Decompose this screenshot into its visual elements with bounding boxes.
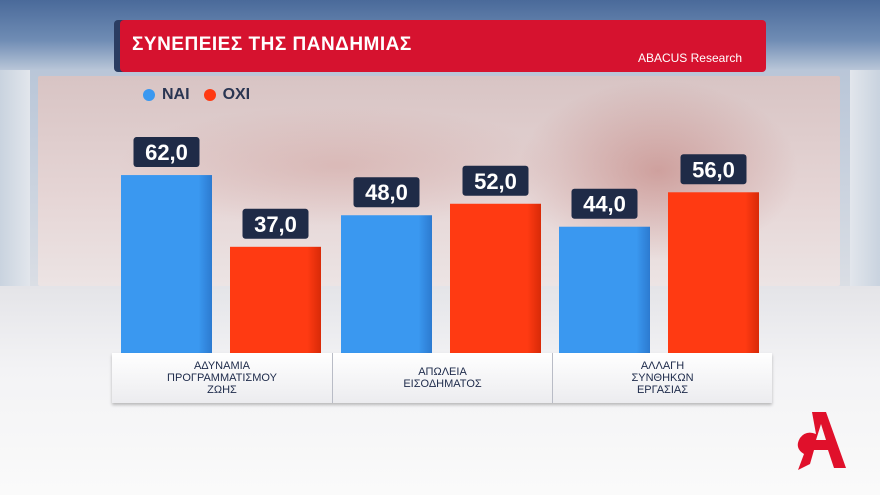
bar-no-2 (450, 203, 541, 353)
value-label-no-2: 52,0 (474, 169, 517, 194)
value-label-box-yes-1 (133, 137, 200, 168)
legend-yes-dot (143, 89, 155, 101)
legend-no-dot (203, 89, 216, 101)
value-label-box-no-2 (462, 165, 529, 196)
legend-no-label: ΟΧΙ (222, 86, 251, 103)
bar-no-1 (230, 246, 321, 353)
source-label: ABACUS Research (637, 51, 742, 65)
value-label-box-no-1 (242, 208, 309, 239)
bar-yes-3 (559, 226, 650, 353)
legend-yes-label: ΝΑΙ (162, 86, 190, 103)
value-label-yes-3: 44,0 (583, 192, 626, 217)
bar-yes-2 (341, 215, 432, 353)
value-label-box-no-3 (680, 154, 747, 185)
legend-item-no: ΟΧΙ (203, 86, 251, 104)
value-label-no-3: 56,0 (692, 157, 735, 182)
chart-title: ΣΥΝΕΠΕΙΕΣ ΤΗΣ ΠΑΝΔΗΜΙΑΣ (132, 34, 412, 55)
bar-yes-1 (121, 175, 212, 353)
category-label-1: ΑΔΥΝΑΜΙΑ ΠΡΟΓΡΑΜΜΑΤΙΣΜΟΥ ΖΩΗΣ (167, 360, 277, 396)
legend: ΝΑΙ ΟΧΙ (143, 86, 250, 104)
category-label-box: ΑΔΥΝΑΜΙΑ ΠΡΟΓΡΑΜΜΑΤΙΣΜΟΥ ΖΩΗΣ ΑΠΩΛΕΙΑ ΕΙ… (112, 353, 772, 403)
category-label-3: ΑΛΛΑΓΗ ΣΥΝΘΗΚΩΝ ΕΡΓΑΣΙΑΣ (552, 353, 772, 403)
legend-item-yes: ΝΑΙ (143, 86, 190, 104)
value-label-no-1: 37,0 (254, 212, 297, 237)
value-label-box-yes-3 (571, 188, 638, 219)
value-label-box-yes-2 (353, 177, 420, 208)
studio-panel-left (0, 70, 30, 300)
value-label-yes-1: 62,0 (145, 140, 188, 165)
title-banner: ΣΥΝΕΠΕΙΕΣ ΤΗΣ ΠΑΝΔΗΜΙΑΣ ABACUS Research (120, 20, 766, 72)
value-label-yes-2: 48,0 (365, 180, 408, 205)
bar-no-3 (668, 192, 759, 353)
alpha-logo-icon (797, 412, 846, 470)
category-label-2: ΑΠΩΛΕΙΑ ΕΙΣΟΔΗΜΑΤΟΣ (332, 353, 552, 403)
studio-panel-right (850, 70, 880, 300)
